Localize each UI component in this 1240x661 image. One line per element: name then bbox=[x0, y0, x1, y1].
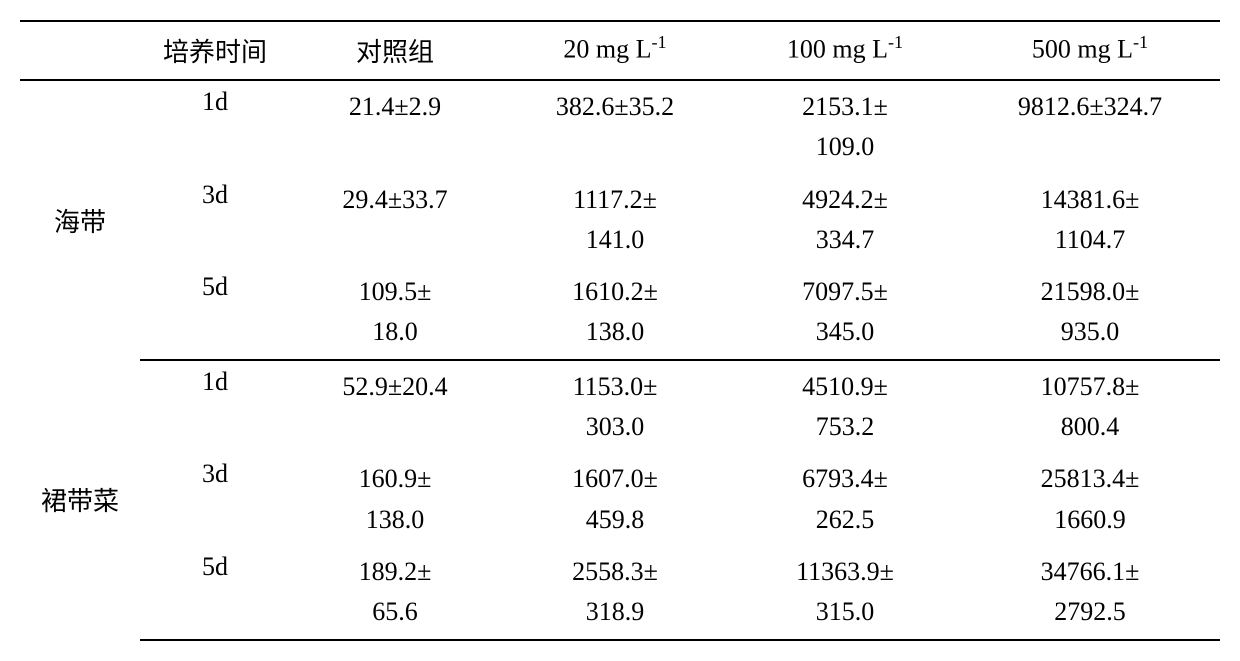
header-c100-exp: -1 bbox=[888, 32, 903, 52]
value-line: 303.0 bbox=[504, 407, 726, 447]
value-line: 109.0 bbox=[734, 127, 956, 167]
value-line: 1104.7 bbox=[964, 220, 1216, 260]
value-cell: 4510.9± 753.2 bbox=[730, 360, 960, 454]
value-cell: 2153.1± 109.0 bbox=[730, 80, 960, 174]
time-cell: 1d bbox=[140, 80, 290, 174]
header-c20: 20 mg L-1 bbox=[500, 21, 730, 80]
value-cell: 21598.0± 935.0 bbox=[960, 266, 1220, 360]
value-line: 800.4 bbox=[964, 407, 1216, 447]
value-cell: 382.6±35.2 bbox=[500, 80, 730, 174]
value-cell: 29.4±33.7 bbox=[290, 174, 500, 267]
value-line: 11363.9± bbox=[734, 552, 956, 592]
value-cell: 109.5± 18.0 bbox=[290, 266, 500, 360]
group-1: 裙带菜 1d 52.9±20.4 1153.0± 303.0 4510.9± 7… bbox=[20, 360, 1220, 640]
value-cell: 21.4±2.9 bbox=[290, 80, 500, 174]
value-line: 753.2 bbox=[734, 407, 956, 447]
header-time: 培养时间 bbox=[140, 21, 290, 80]
header-row: 培养时间 对照组 20 mg L-1 100 mg L-1 500 mg L-1 bbox=[20, 21, 1220, 80]
value-line: 14381.6± bbox=[964, 180, 1216, 220]
value-cell: 6793.4± 262.5 bbox=[730, 453, 960, 546]
value-line: 65.6 bbox=[294, 592, 496, 632]
value-cell: 7097.5± 345.0 bbox=[730, 266, 960, 360]
value-cell: 1153.0± 303.0 bbox=[500, 360, 730, 454]
value-line: 459.8 bbox=[504, 500, 726, 540]
value-cell: 4924.2± 334.7 bbox=[730, 174, 960, 267]
value-line: 4924.2± bbox=[734, 180, 956, 220]
value-line: 138.0 bbox=[504, 312, 726, 352]
value-line: 141.0 bbox=[504, 220, 726, 260]
value-line: 138.0 bbox=[294, 500, 496, 540]
value-cell: 14381.6± 1104.7 bbox=[960, 174, 1220, 267]
value-cell: 1117.2± 141.0 bbox=[500, 174, 730, 267]
value-line: 318.9 bbox=[504, 592, 726, 632]
value-line: 334.7 bbox=[734, 220, 956, 260]
value-line: 1607.0± bbox=[504, 459, 726, 499]
value-cell: 10757.8± 800.4 bbox=[960, 360, 1220, 454]
value-line: 315.0 bbox=[734, 592, 956, 632]
value-cell: 25813.4± 1660.9 bbox=[960, 453, 1220, 546]
value-line: 1660.9 bbox=[964, 500, 1216, 540]
value-line: 2153.1± bbox=[734, 87, 956, 127]
header-species bbox=[20, 21, 140, 80]
value-cell: 189.2± 65.6 bbox=[290, 546, 500, 640]
value-cell: 1610.2± 138.0 bbox=[500, 266, 730, 360]
value-line: 262.5 bbox=[734, 500, 956, 540]
header-c20-prefix: 20 mg L bbox=[563, 35, 651, 64]
table-row: 裙带菜 1d 52.9±20.4 1153.0± 303.0 4510.9± 7… bbox=[20, 360, 1220, 454]
data-table-container: 培养时间 对照组 20 mg L-1 100 mg L-1 500 mg L-1… bbox=[20, 20, 1220, 641]
value-cell: 160.9± 138.0 bbox=[290, 453, 500, 546]
value-line: 18.0 bbox=[294, 312, 496, 352]
table-row: 5d 189.2± 65.6 2558.3± 318.9 11363.9± 31… bbox=[20, 546, 1220, 640]
value-line: 4510.9± bbox=[734, 367, 956, 407]
time-cell: 1d bbox=[140, 360, 290, 454]
data-table: 培养时间 对照组 20 mg L-1 100 mg L-1 500 mg L-1… bbox=[20, 20, 1220, 641]
header-c500: 500 mg L-1 bbox=[960, 21, 1220, 80]
value-line: 935.0 bbox=[964, 312, 1216, 352]
header-c20-exp: -1 bbox=[651, 32, 666, 52]
value-line: 6793.4± bbox=[734, 459, 956, 499]
value-line: 109.5± bbox=[294, 272, 496, 312]
value-line: 10757.8± bbox=[964, 367, 1216, 407]
value-line: 21.4±2.9 bbox=[294, 87, 496, 127]
value-line: 34766.1± bbox=[964, 552, 1216, 592]
value-line: 21598.0± bbox=[964, 272, 1216, 312]
value-line: 25813.4± bbox=[964, 459, 1216, 499]
header-c500-exp: -1 bbox=[1133, 32, 1148, 52]
value-cell: 52.9±20.4 bbox=[290, 360, 500, 454]
value-line: 345.0 bbox=[734, 312, 956, 352]
species-cell: 裙带菜 bbox=[20, 360, 140, 640]
value-cell: 11363.9± 315.0 bbox=[730, 546, 960, 640]
value-line: 29.4±33.7 bbox=[294, 180, 496, 220]
value-cell: 1607.0± 459.8 bbox=[500, 453, 730, 546]
value-line: 160.9± bbox=[294, 459, 496, 499]
value-line: 1610.2± bbox=[504, 272, 726, 312]
value-line: 1117.2± bbox=[504, 180, 726, 220]
time-cell: 5d bbox=[140, 546, 290, 640]
time-cell: 3d bbox=[140, 174, 290, 267]
value-line: 9812.6±324.7 bbox=[964, 87, 1216, 127]
table-row: 海带 1d 21.4±2.9 382.6±35.2 2153.1± 109.0 … bbox=[20, 80, 1220, 174]
value-cell: 2558.3± 318.9 bbox=[500, 546, 730, 640]
value-line: 7097.5± bbox=[734, 272, 956, 312]
time-cell: 5d bbox=[140, 266, 290, 360]
header-c100: 100 mg L-1 bbox=[730, 21, 960, 80]
group-0: 海带 1d 21.4±2.9 382.6±35.2 2153.1± 109.0 … bbox=[20, 80, 1220, 360]
table-row: 3d 160.9± 138.0 1607.0± 459.8 6793.4± 26… bbox=[20, 453, 1220, 546]
header-c100-prefix: 100 mg L bbox=[787, 35, 888, 64]
value-line: 189.2± bbox=[294, 552, 496, 592]
header-control: 对照组 bbox=[290, 21, 500, 80]
species-cell: 海带 bbox=[20, 80, 140, 360]
table-row: 3d 29.4±33.7 1117.2± 141.0 4924.2± 334.7… bbox=[20, 174, 1220, 267]
value-line: 382.6±35.2 bbox=[504, 87, 726, 127]
table-row: 5d 109.5± 18.0 1610.2± 138.0 7097.5± 345… bbox=[20, 266, 1220, 360]
value-cell: 9812.6±324.7 bbox=[960, 80, 1220, 174]
header-c500-prefix: 500 mg L bbox=[1032, 35, 1133, 64]
value-line: 2558.3± bbox=[504, 552, 726, 592]
value-cell: 34766.1± 2792.5 bbox=[960, 546, 1220, 640]
time-cell: 3d bbox=[140, 453, 290, 546]
value-line: 1153.0± bbox=[504, 367, 726, 407]
value-line: 52.9±20.4 bbox=[294, 367, 496, 407]
value-line: 2792.5 bbox=[964, 592, 1216, 632]
